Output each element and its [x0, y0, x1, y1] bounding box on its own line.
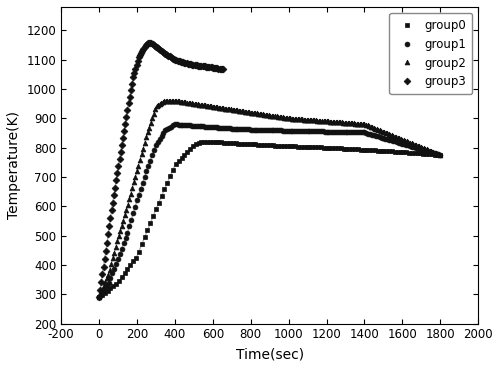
group1: [147, 158, 153, 163]
group2: [312, 118, 318, 123]
group2: [348, 121, 354, 125]
group0: [244, 142, 250, 146]
group2: [438, 153, 444, 157]
group0: [202, 139, 207, 144]
group3: [220, 67, 226, 71]
group3: [213, 66, 219, 70]
group0: [418, 151, 424, 156]
group3: [96, 295, 102, 300]
group3: [146, 41, 152, 45]
group0: [329, 146, 335, 150]
group3: [218, 67, 224, 71]
group1: [263, 128, 269, 132]
group1: [438, 153, 444, 157]
group1: [172, 122, 178, 127]
group0: [312, 145, 318, 149]
Y-axis label: Temperature(K): Temperature(K): [7, 111, 21, 219]
group2: [286, 116, 292, 121]
group3: [132, 67, 138, 71]
group1: [261, 128, 267, 132]
group0: [438, 153, 444, 157]
group2: [96, 295, 102, 300]
group0: [130, 259, 136, 264]
group2: [432, 151, 438, 155]
Line: group0: group0: [96, 139, 443, 300]
Line: group3: group3: [96, 40, 226, 300]
Legend: group0, group1, group2, group3: group0, group1, group2, group3: [389, 13, 472, 94]
group0: [96, 295, 102, 300]
Line: group2: group2: [96, 98, 443, 300]
group3: [158, 48, 164, 52]
group0: [176, 159, 182, 163]
group3: [185, 61, 191, 66]
group1: [192, 124, 198, 128]
group2: [110, 256, 116, 261]
group1: [124, 230, 130, 235]
group1: [380, 136, 386, 140]
Line: group1: group1: [96, 122, 443, 300]
group2: [326, 119, 332, 124]
group2: [163, 99, 169, 103]
group1: [96, 295, 102, 300]
X-axis label: Time(sec): Time(sec): [236, 347, 304, 361]
group3: [154, 45, 160, 50]
